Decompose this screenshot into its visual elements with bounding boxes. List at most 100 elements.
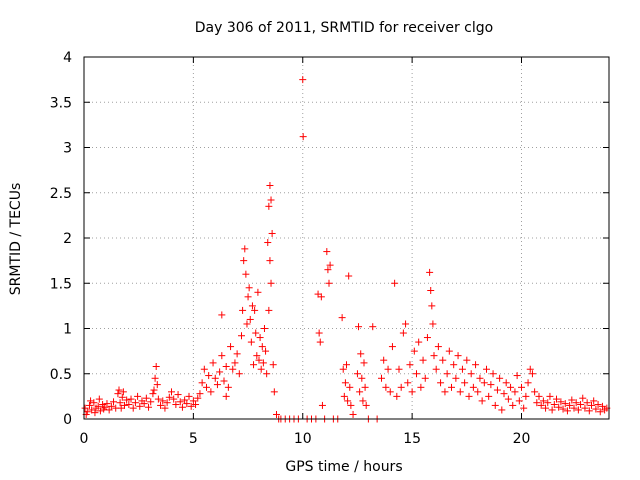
data-point	[265, 202, 273, 210]
data-point	[388, 343, 396, 351]
data-point	[528, 370, 536, 378]
data-point	[429, 320, 437, 328]
data-point	[260, 325, 268, 332]
data-point	[452, 374, 460, 382]
data-point	[361, 383, 369, 391]
data-point	[518, 383, 525, 391]
data-point	[243, 320, 251, 328]
data-point	[531, 388, 539, 396]
data-point	[263, 370, 271, 378]
data-point	[496, 374, 504, 382]
data-point	[187, 402, 195, 410]
data-point	[216, 368, 224, 376]
data-point	[343, 361, 350, 369]
data-point	[315, 329, 323, 337]
data-point	[196, 390, 204, 398]
data-point	[127, 395, 135, 403]
data-point	[522, 392, 530, 400]
data-point	[395, 365, 403, 373]
x-tick-label: 20	[513, 431, 531, 447]
data-point	[493, 386, 501, 394]
data-point	[469, 383, 477, 391]
data-point	[585, 407, 593, 415]
data-point	[266, 182, 274, 190]
data-point	[244, 293, 252, 301]
data-point	[572, 399, 580, 407]
data-point	[570, 404, 578, 412]
data-point	[349, 410, 357, 418]
x-tick-label: 5	[189, 431, 198, 447]
data-point	[94, 402, 102, 410]
x-axis-label: GPS time / hours	[285, 459, 402, 475]
y-tick-label: 3	[63, 141, 72, 157]
y-tick-label: 0	[63, 412, 72, 428]
data-point	[266, 257, 274, 265]
data-point	[101, 403, 109, 411]
data-point	[95, 395, 103, 403]
data-point	[557, 398, 565, 406]
data-point	[463, 356, 471, 364]
data-point	[131, 399, 139, 407]
data-point	[500, 390, 508, 398]
data-point	[207, 388, 215, 396]
data-point	[251, 306, 259, 314]
y-tick-label: 1.5	[50, 276, 72, 292]
data-point	[299, 133, 307, 141]
data-point	[224, 383, 232, 391]
data-point	[524, 379, 532, 387]
y-tick-label: 2	[63, 231, 72, 247]
data-point	[183, 400, 191, 408]
data-point	[539, 397, 547, 405]
data-point	[450, 361, 458, 369]
data-point	[246, 315, 254, 323]
data-point	[563, 407, 571, 415]
data-point	[439, 356, 447, 364]
data-point	[520, 404, 528, 412]
data-point	[458, 365, 466, 373]
data-point	[123, 396, 131, 404]
data-point	[256, 334, 264, 342]
data-points	[81, 76, 611, 423]
data-point	[413, 370, 420, 378]
data-point	[483, 365, 490, 373]
data-point	[579, 394, 587, 402]
data-point	[472, 361, 480, 369]
data-point	[533, 399, 541, 407]
data-point	[428, 302, 436, 310]
data-point	[200, 365, 208, 373]
data-point	[87, 397, 95, 405]
data-point	[345, 272, 353, 280]
data-point	[445, 347, 453, 355]
data-point	[317, 293, 325, 301]
data-point	[502, 379, 510, 387]
data-point	[242, 270, 250, 278]
data-point	[218, 311, 226, 319]
data-point	[229, 365, 237, 373]
data-point	[596, 408, 604, 416]
data-point	[535, 392, 543, 400]
data-point	[165, 393, 173, 401]
data-point	[426, 268, 434, 276]
data-point	[178, 403, 186, 411]
data-point	[443, 370, 451, 378]
data-point	[515, 397, 523, 405]
data-point	[559, 405, 567, 413]
data-point	[509, 401, 517, 409]
data-point	[316, 338, 324, 346]
data-point	[378, 374, 385, 382]
data-point	[476, 374, 484, 382]
data-point	[341, 379, 349, 387]
data-point	[454, 352, 462, 360]
data-point	[474, 388, 482, 396]
y-tick-label: 3.5	[50, 95, 72, 111]
data-point	[480, 379, 488, 387]
data-point	[577, 401, 585, 409]
data-point	[410, 347, 418, 355]
data-point	[235, 370, 243, 378]
data-point	[555, 403, 563, 411]
data-point	[430, 352, 438, 360]
data-point	[353, 370, 361, 378]
data-point	[419, 356, 427, 364]
data-point	[227, 343, 235, 351]
data-point	[149, 390, 157, 398]
